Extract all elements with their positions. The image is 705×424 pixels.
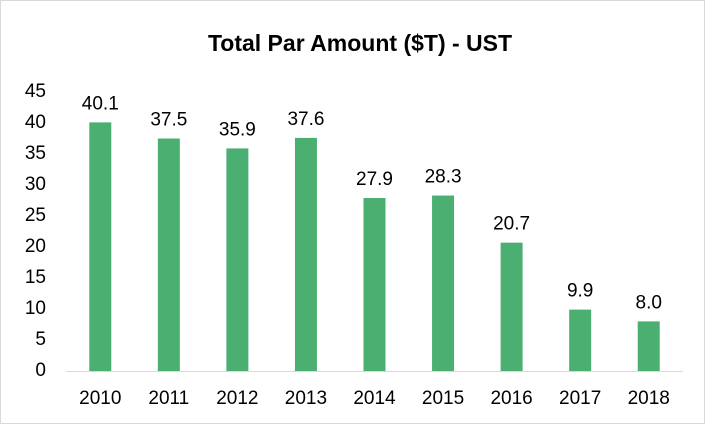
x-tick-label: 2011 <box>148 388 189 409</box>
bar <box>363 198 386 371</box>
bar <box>89 122 112 371</box>
y-tick-label: 15 <box>25 267 46 288</box>
x-tick-label: 2018 <box>628 388 670 409</box>
x-tick-label: 2016 <box>490 388 532 409</box>
y-tick-label: 45 <box>25 81 46 102</box>
chart-title: Total Par Amount ($T) - UST <box>208 30 512 56</box>
x-tick-label: 2015 <box>422 388 464 409</box>
y-tick-label: 5 <box>35 329 46 350</box>
y-tick-label: 30 <box>25 174 46 195</box>
data-label: 28.3 <box>425 167 462 188</box>
x-tick-label: 2017 <box>559 388 601 409</box>
x-tick-label: 2010 <box>79 388 121 409</box>
data-label: 35.9 <box>219 119 256 140</box>
y-tick-label: 40 <box>25 112 46 133</box>
bar <box>500 242 523 371</box>
data-label: 37.6 <box>287 109 324 130</box>
bar <box>569 309 592 371</box>
bar <box>294 137 317 371</box>
y-tick-label: 0 <box>35 360 46 381</box>
y-tick-label: 10 <box>25 298 46 319</box>
bar <box>637 321 660 371</box>
data-label: 9.9 <box>567 281 593 302</box>
data-label: 37.5 <box>150 110 187 131</box>
y-tick-label: 20 <box>25 236 46 257</box>
x-tick-label: 2013 <box>285 388 327 409</box>
data-label: 40.1 <box>82 93 119 114</box>
y-tick-label: 35 <box>25 143 46 164</box>
bar <box>432 195 455 371</box>
bar <box>157 138 180 371</box>
data-label: 27.9 <box>356 169 393 190</box>
y-tick-label: 25 <box>25 205 46 226</box>
data-label: 8.0 <box>636 292 662 313</box>
data-label: 20.7 <box>493 214 530 235</box>
bar <box>226 148 249 371</box>
x-tick-label: 2014 <box>353 388 396 409</box>
x-tick-label: 2012 <box>216 388 258 409</box>
